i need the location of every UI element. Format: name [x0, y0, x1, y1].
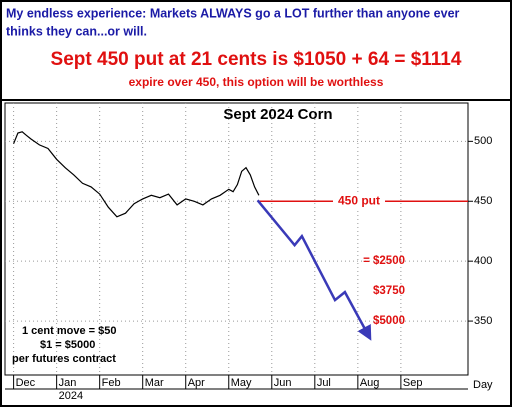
year-label: 2024	[59, 390, 83, 402]
y-tick-label: 500	[474, 135, 492, 147]
y-tick-label: 450	[474, 195, 492, 207]
x-tick-label: Mar	[145, 377, 164, 389]
level-label: $3750	[373, 285, 405, 297]
x-tick-label: Sep	[403, 377, 423, 389]
put-label: 450 put	[338, 193, 380, 207]
subhead: expire over 450, this option will be wor…	[129, 75, 384, 89]
projection-arrow	[256, 199, 372, 341]
chart-title: Sept 2024 Corn	[223, 106, 332, 123]
headline: Sept 450 put at 21 cents is $1050 + 64 =…	[51, 49, 462, 70]
header-line: thinks they can...or will.	[6, 24, 147, 38]
y-tick-label: 350	[474, 315, 492, 327]
header-line: My endless experience: Markets ALWAYS go…	[6, 6, 460, 20]
x-tick-label: Jun	[274, 377, 292, 389]
x-tick-label: Jan	[59, 377, 77, 389]
x-tick-label: Feb	[102, 377, 121, 389]
x-axis-label: Day	[473, 379, 493, 391]
y-tick-label: 400	[474, 255, 492, 267]
x-tick-label: Dec	[16, 377, 36, 389]
x-tick-label: May	[231, 377, 252, 389]
price-line	[13, 131, 260, 218]
level-label: = $2500	[363, 255, 405, 267]
x-tick-label: Jul	[317, 377, 331, 389]
x-tick-label: Aug	[360, 377, 380, 389]
x-tick-label: Apr	[188, 377, 205, 389]
note: $1 = $5000	[40, 339, 95, 351]
level-label: $5000	[373, 315, 405, 327]
note: per futures contract	[12, 353, 116, 365]
put-label-bg	[333, 194, 385, 209]
note: 1 cent move = $50	[22, 325, 116, 337]
